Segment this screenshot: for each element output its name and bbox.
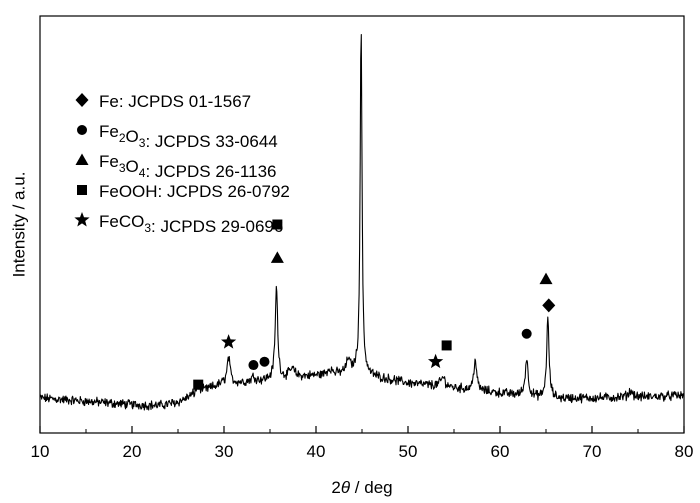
x-tick-label: 50: [399, 442, 418, 461]
square-legend-icon: [77, 185, 87, 195]
series-layer: [39, 34, 685, 411]
legend-entry: FeOOH: JCPDS 26-0792: [77, 182, 290, 201]
legend-label-part: 4: [139, 166, 146, 180]
legend-label-part: : JCPDS 29-0696: [151, 217, 283, 236]
legend-label-part: Fe: JCPDS 01-1567: [99, 92, 251, 111]
x-tick-label: 40: [307, 442, 326, 461]
legend-label-part: 3: [139, 136, 146, 150]
legend-label: Fe2O3: JCPDS 33-0644: [99, 122, 278, 151]
x-axis-title-part: / deg: [350, 478, 393, 497]
diamond-legend-icon: [75, 93, 89, 107]
legend-label-part: : JCPDS 26-1136: [145, 162, 276, 181]
x-tick-label: 80: [675, 442, 694, 461]
star-legend-icon: [74, 212, 90, 227]
legend-entry: Fe: JCPDS 01-1567: [75, 92, 251, 111]
legend-entry: FeCO3: JCPDS 29-0696: [74, 212, 283, 236]
x-ticks: 10 20 30 40 50 60 70 80: [31, 426, 694, 461]
x-tick-label: 70: [583, 442, 602, 461]
legend-label: Fe3O4: JCPDS 26-1136: [99, 152, 276, 181]
legend-label-part: Fe: [99, 122, 119, 141]
x-tick-label: 60: [491, 442, 510, 461]
x-tick-label: 30: [215, 442, 234, 461]
x-axis-title-part: 2: [331, 478, 340, 497]
square-peak-marker: [272, 219, 283, 230]
legend-label-part: : JCPDS 33-0644: [145, 132, 277, 151]
peak-markers: [193, 219, 556, 390]
legend-label-part: 3: [119, 161, 126, 175]
legend-label-part: FeCO: [99, 212, 144, 231]
x-axis-title: 2θ / deg: [331, 478, 392, 497]
triangle-peak-marker: [270, 251, 284, 263]
circle-legend-icon: [77, 125, 87, 135]
legend-label-part: O: [126, 157, 139, 176]
square-peak-marker: [193, 379, 204, 390]
x-tick-label: 10: [31, 442, 50, 461]
square-peak-marker: [441, 340, 452, 351]
legend-label: FeCO3: JCPDS 29-0696: [99, 212, 283, 236]
y-axis-title: Intensity / a.u.: [10, 172, 29, 278]
triangle-legend-icon: [75, 153, 89, 165]
legend-label-part: Fe: [99, 152, 119, 171]
legend-label-part: 3: [144, 221, 151, 235]
circle-peak-marker: [248, 360, 259, 371]
legend-entry: Fe3O4: JCPDS 26-1136: [75, 152, 276, 181]
diamond-peak-marker: [542, 298, 556, 313]
star-peak-marker: [220, 334, 237, 349]
triangle-peak-marker: [539, 272, 553, 285]
legend-label-part: O: [126, 127, 139, 146]
circle-peak-marker: [521, 328, 532, 339]
x-tick-label: 20: [123, 442, 142, 461]
legend-label: Fe: JCPDS 01-1567: [99, 92, 251, 111]
xrd-pattern-line: [39, 34, 685, 411]
circle-peak-marker: [259, 356, 270, 367]
legend-label-part: FeOOH: JCPDS 26-0792: [99, 182, 290, 201]
x-axis-title-part: θ: [341, 478, 351, 497]
legend-label: FeOOH: JCPDS 26-0792: [99, 182, 290, 201]
star-peak-marker: [427, 353, 444, 369]
legend-entry: Fe2O3: JCPDS 33-0644: [77, 122, 278, 151]
legend-label-part: 2: [119, 131, 126, 145]
